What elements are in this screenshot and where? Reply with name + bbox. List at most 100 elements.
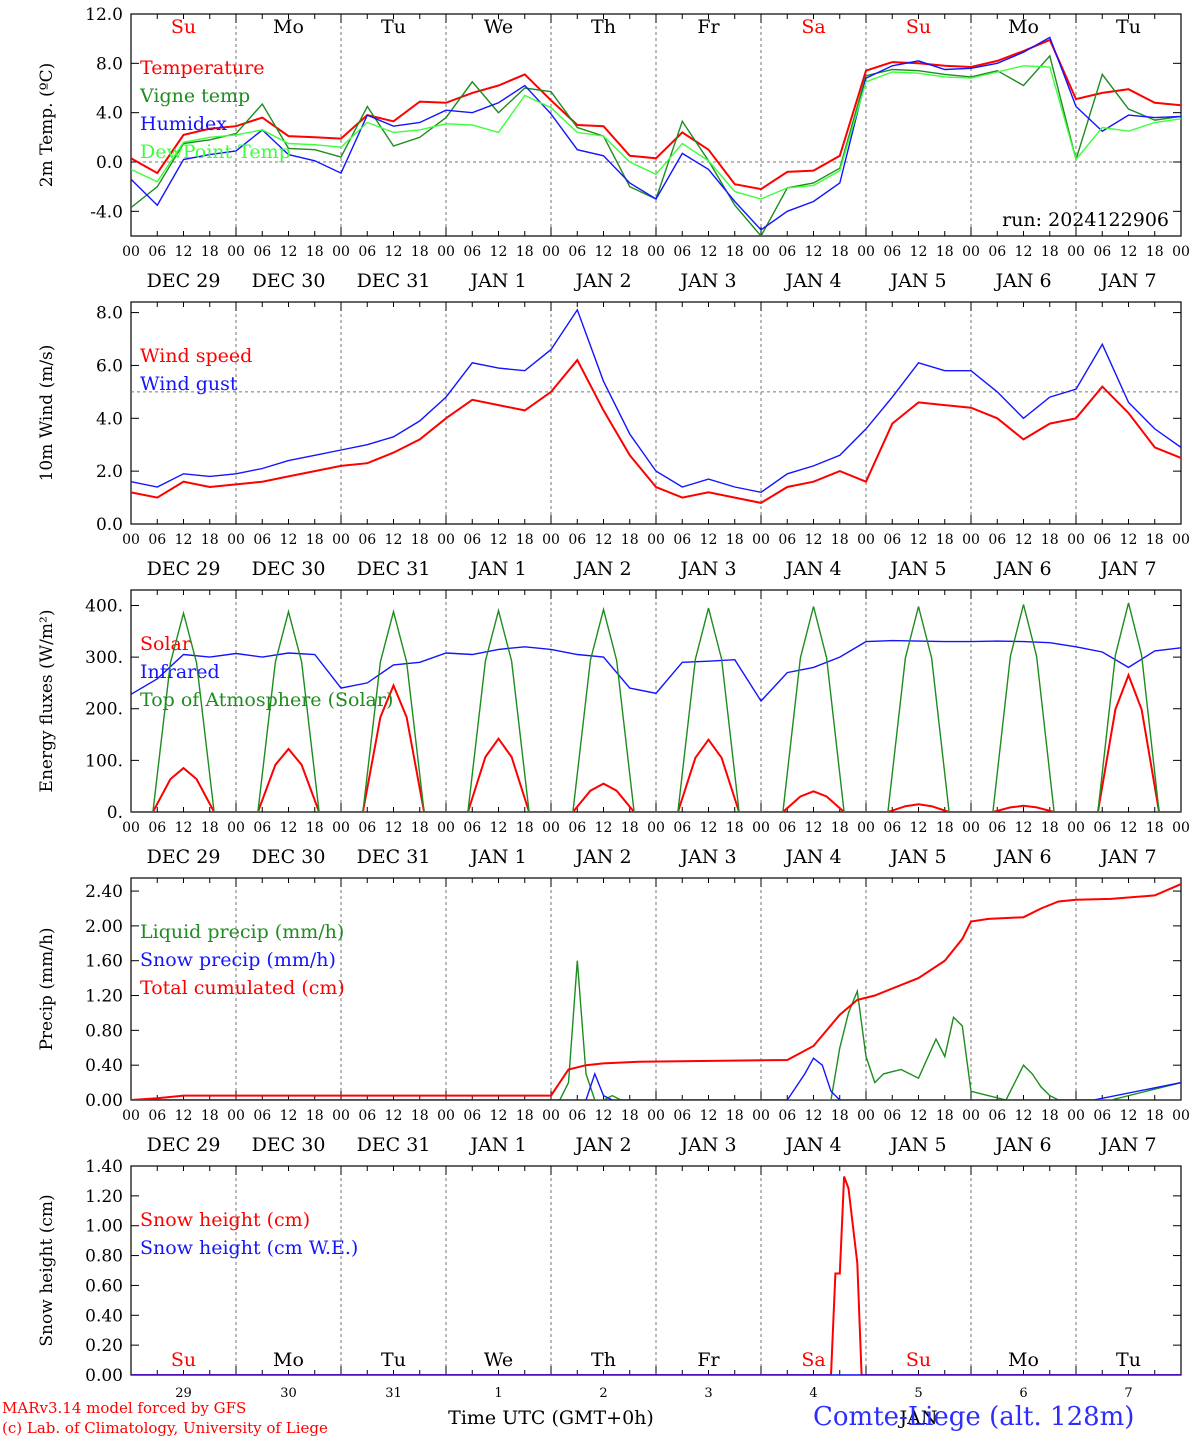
x-date-label: JAN 5 <box>888 558 946 580</box>
x-hour-label: 12 <box>910 532 928 548</box>
x-hour-label: 06 <box>568 820 586 836</box>
x-date-label: JAN 2 <box>573 846 631 868</box>
panel-4: 0.00 0.40 0.80 1.20 1.60 2.00 2.40 Precip (mm/h… <box>37 877 1190 1156</box>
x-hour-label: 00 <box>752 1108 770 1124</box>
x-hour-label: 06 <box>883 820 901 836</box>
run-label: run: 2024122906 <box>1002 209 1169 231</box>
day-number-label: 5 <box>914 1386 922 1401</box>
x-hour-label: 18 <box>1146 820 1164 836</box>
x-hour-label: 18 <box>411 244 429 260</box>
weekday-label: Tu <box>1116 16 1141 38</box>
x-hour-label: 18 <box>936 244 954 260</box>
x-hour-label: 06 <box>148 820 166 836</box>
x-hour-label: 18 <box>306 820 324 836</box>
x-hour-label: 00 <box>647 820 665 836</box>
series-line-infrared <box>131 639 1181 703</box>
x-hour-label: 12 <box>280 532 298 548</box>
x-hour-label: 00 <box>752 244 770 260</box>
x-hour-label: 12 <box>1015 244 1033 260</box>
series-line-wind-speed <box>131 358 1181 504</box>
x-hour-label: 12 <box>805 1108 823 1124</box>
x-hour-label: 00 <box>857 820 875 836</box>
series-line-solar <box>131 672 1181 812</box>
x-hour-label: 12 <box>490 1108 508 1124</box>
x-hour-label: 12 <box>175 820 193 836</box>
x-date-label: DEC 31 <box>357 558 431 580</box>
series-line-liquid-precip-mm-h <box>131 960 1181 1100</box>
day-number-label: 3 <box>704 1386 712 1401</box>
x-hour-label: 18 <box>516 1108 534 1124</box>
x-date-label: DEC 29 <box>147 270 221 292</box>
panel-2: 0.0 2.0 4.0 6.0 8.0 10m Wind (m/s) 00 06 12 18 00 0… <box>37 301 1190 580</box>
y-tick-label: 0.40 <box>85 1056 123 1076</box>
x-hour-label: 18 <box>1146 532 1164 548</box>
x-hour-label: 06 <box>778 820 796 836</box>
x-date-label: JAN 6 <box>993 846 1051 868</box>
x-hour-label: 18 <box>936 1108 954 1124</box>
x-date-label: JAN 1 <box>468 558 526 580</box>
weekday-label: Mo <box>273 1349 304 1371</box>
weekday-label: Sa <box>801 16 825 38</box>
x-hour-label: 00 <box>542 244 560 260</box>
day-number-label: 29 <box>175 1386 192 1401</box>
x-hour-label: 12 <box>280 244 298 260</box>
x-hour-label: 12 <box>385 1108 403 1124</box>
x-hour-label: 06 <box>988 532 1006 548</box>
series-line-dewpoint-temp <box>131 65 1181 200</box>
x-hour-label: 06 <box>778 532 796 548</box>
x-hour-label: 00 <box>332 532 350 548</box>
legend-total-cumulated-cm: Total cumulated (cm) <box>140 977 345 999</box>
x-hour-label: 06 <box>988 244 1006 260</box>
x-hour-label: 06 <box>988 820 1006 836</box>
legend-dewpoint-temp: DewPoint Temp <box>140 141 291 163</box>
legend-snow-height-cm: Snow height (cm) <box>140 1209 310 1231</box>
x-hour-label: 12 <box>700 532 718 548</box>
x-hour-label: 12 <box>910 820 928 836</box>
x-hour-label: 00 <box>542 532 560 548</box>
y-tick-label: 2.00 <box>85 917 123 937</box>
y-axis-label: Snow height (cm) <box>37 1194 57 1346</box>
x-hour-label: 18 <box>621 532 639 548</box>
x-date-label: DEC 31 <box>357 270 431 292</box>
x-hour-label: 12 <box>490 532 508 548</box>
credit-model: MARv3.14 model forced by GFS <box>2 1399 247 1417</box>
x-hour-label: 18 <box>1041 1108 1059 1124</box>
series-line-wind-gust <box>131 308 1181 494</box>
x-hour-label: 12 <box>280 1108 298 1124</box>
day-number-label: 4 <box>809 1386 817 1401</box>
x-hour-label: 06 <box>148 1108 166 1124</box>
x-hour-label: 06 <box>358 820 376 836</box>
x-hour-label: 18 <box>726 1108 744 1124</box>
panel-3: 0. 100. 200. 300. 400. Energy fluxes (W/m²) 00… <box>37 589 1190 868</box>
legend-wind-gust: Wind gust <box>140 373 238 395</box>
x-hour-label: 18 <box>831 1108 849 1124</box>
x-hour-label: 18 <box>1041 244 1059 260</box>
x-hour-label: 06 <box>883 244 901 260</box>
x-date-label: JAN 4 <box>783 270 841 292</box>
y-tick-label: 100. <box>85 751 123 771</box>
x-axis-label: Time UTC (GMT+0h) <box>448 1407 654 1429</box>
x-hour-label: 18 <box>1041 820 1059 836</box>
x-hour-label: 06 <box>463 1108 481 1124</box>
weekday-label: Fr <box>697 1349 720 1371</box>
x-date-label: JAN 6 <box>993 270 1051 292</box>
y-tick-label: 0.20 <box>85 1336 123 1356</box>
y-axis-label: 10m Wind (m/s) <box>37 345 57 482</box>
series-line-snow-height-cm <box>131 1176 1181 1375</box>
x-hour-label: 12 <box>175 244 193 260</box>
x-date-label: JAN 1 <box>468 846 526 868</box>
day-number-label: 1 <box>494 1386 502 1401</box>
series-line-snow-precip-mm-h <box>131 1057 1181 1100</box>
x-date-label: JAN 7 <box>1098 846 1156 868</box>
x-hour-label: 00 <box>962 244 980 260</box>
x-hour-label: 18 <box>1146 244 1164 260</box>
x-hour-label: 00 <box>227 820 245 836</box>
x-hour-label: 00 <box>437 532 455 548</box>
x-hour-label: 12 <box>700 1108 718 1124</box>
x-hour-label: 06 <box>148 244 166 260</box>
series-line-top-of-atmosphere-solar <box>131 602 1181 812</box>
weekday-label: Tu <box>381 1349 406 1371</box>
x-hour-label: 12 <box>595 244 613 260</box>
x-hour-label: 18 <box>201 1108 219 1124</box>
